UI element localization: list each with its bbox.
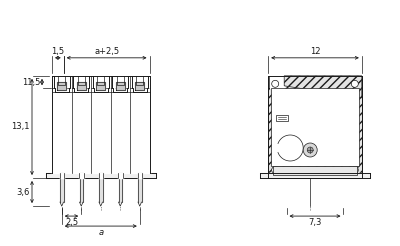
Text: a+2,5: a+2,5: [94, 47, 119, 56]
Circle shape: [272, 80, 279, 87]
Circle shape: [351, 167, 358, 173]
Polygon shape: [284, 76, 362, 98]
Text: 12: 12: [310, 47, 320, 56]
Text: 1,5: 1,5: [51, 47, 64, 56]
Text: 3,6: 3,6: [17, 187, 30, 197]
Text: 2,5: 2,5: [65, 218, 78, 227]
Circle shape: [307, 147, 313, 153]
Bar: [273, 166, 357, 175]
Circle shape: [303, 143, 317, 157]
Text: 13,1: 13,1: [12, 123, 30, 131]
Text: 7,3: 7,3: [308, 218, 322, 227]
Bar: [271, 88, 359, 166]
Bar: [268, 76, 362, 178]
Circle shape: [351, 80, 358, 87]
Circle shape: [272, 167, 279, 173]
Text: 11,5: 11,5: [22, 77, 40, 87]
Bar: [276, 115, 288, 121]
Text: a: a: [98, 228, 103, 237]
